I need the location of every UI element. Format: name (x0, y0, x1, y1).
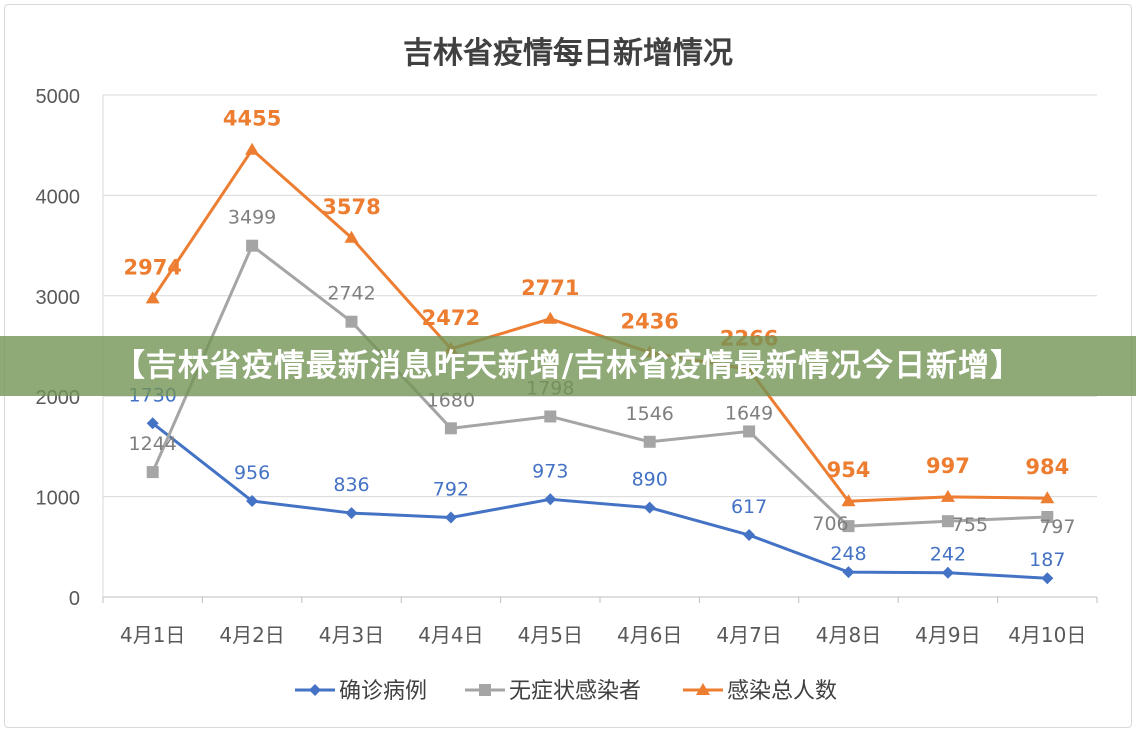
legend-marker (309, 684, 321, 696)
legend-label: 确诊病例 (339, 679, 427, 704)
data-point-marker (841, 494, 856, 507)
series-line-无症状感染者 (151, 244, 1048, 528)
legend-marker (479, 684, 491, 696)
data-label: 2771 (521, 276, 579, 300)
data-label: 973 (532, 460, 568, 482)
data-label: 755 (952, 514, 988, 536)
data-label: 836 (333, 474, 369, 496)
data-point-marker (544, 493, 557, 506)
data-point-marker (444, 511, 457, 524)
legend-label: 无症状感染者 (509, 679, 641, 704)
legend-label: 感染总人数 (727, 679, 837, 704)
data-label: 954 (827, 458, 871, 482)
data-label: 2974 (123, 255, 181, 279)
data-point-marker (643, 435, 656, 448)
x-tick-label: 4月6日 (617, 623, 682, 647)
data-point-marker (345, 507, 358, 520)
y-tick-label: 4000 (36, 186, 81, 208)
data-point-marker (941, 515, 954, 528)
data-point-marker (145, 291, 160, 304)
data-point-marker (245, 142, 260, 155)
data-label: 956 (234, 462, 270, 484)
data-point-marker (543, 311, 558, 324)
x-tick-label: 4月9日 (915, 623, 980, 647)
data-label: 2472 (422, 306, 480, 330)
data-label: 3499 (228, 207, 276, 229)
data-point-marker (146, 417, 159, 430)
x-tick-label: 4月1日 (120, 623, 185, 647)
data-point-marker (842, 520, 855, 533)
data-point-marker (743, 425, 756, 438)
legend-marker (696, 683, 710, 695)
data-point-marker (940, 489, 955, 502)
data-label: 187 (1029, 549, 1065, 571)
data-label: 3578 (322, 195, 380, 219)
data-label: 617 (731, 496, 767, 518)
x-tick-label: 4月5日 (518, 623, 583, 647)
data-point-marker (444, 422, 457, 435)
data-label: 890 (632, 469, 668, 491)
data-label: 1546 (626, 403, 674, 425)
y-tick-label: 5000 (36, 86, 81, 108)
x-tick-label: 4月4日 (418, 623, 483, 647)
overlay-banner: 【吉林省疫情最新消息昨天新增/吉林省疫情最新情况今日新增】 (0, 336, 1136, 396)
data-point-marker (344, 230, 359, 243)
data-point-marker (1041, 572, 1054, 585)
data-point-marker (246, 495, 259, 508)
y-tick-label: 1000 (36, 488, 81, 510)
data-point-marker (146, 466, 159, 479)
data-label: 2742 (327, 283, 375, 305)
data-label: 997 (926, 454, 970, 478)
data-label: 4455 (223, 107, 281, 131)
x-tick-label: 4月3日 (319, 623, 384, 647)
data-label: 792 (433, 478, 469, 500)
data-label: 248 (830, 543, 866, 565)
data-point-marker (941, 566, 954, 579)
y-tick-label: 0 (69, 588, 80, 610)
data-label: 984 (1025, 455, 1069, 479)
data-label: 2436 (620, 309, 678, 333)
data-point-marker (743, 529, 756, 542)
data-point-marker (1041, 510, 1054, 523)
data-point-marker (842, 566, 855, 579)
data-point-marker (1040, 491, 1055, 504)
data-point-marker (544, 410, 557, 423)
series-line-确诊病例 (151, 422, 1048, 580)
x-tick-label: 4月2日 (219, 623, 284, 647)
x-tick-label: 4月8日 (816, 623, 881, 647)
x-tick-label: 4月7日 (716, 623, 781, 647)
y-tick-label: 3000 (36, 287, 81, 309)
data-label: 1244 (129, 433, 177, 455)
data-point-marker (246, 239, 259, 252)
data-label: 242 (930, 544, 966, 566)
x-tick-label: 4月10日 (1008, 623, 1086, 647)
series-line-感染总人数 (151, 148, 1048, 503)
chart-title: 吉林省疫情每日新增情况 (403, 36, 733, 71)
data-label: 1649 (725, 402, 773, 424)
data-label: 706 (812, 513, 848, 535)
data-label: 797 (1039, 516, 1075, 538)
data-point-marker (345, 315, 358, 328)
data-point-marker (643, 501, 656, 514)
